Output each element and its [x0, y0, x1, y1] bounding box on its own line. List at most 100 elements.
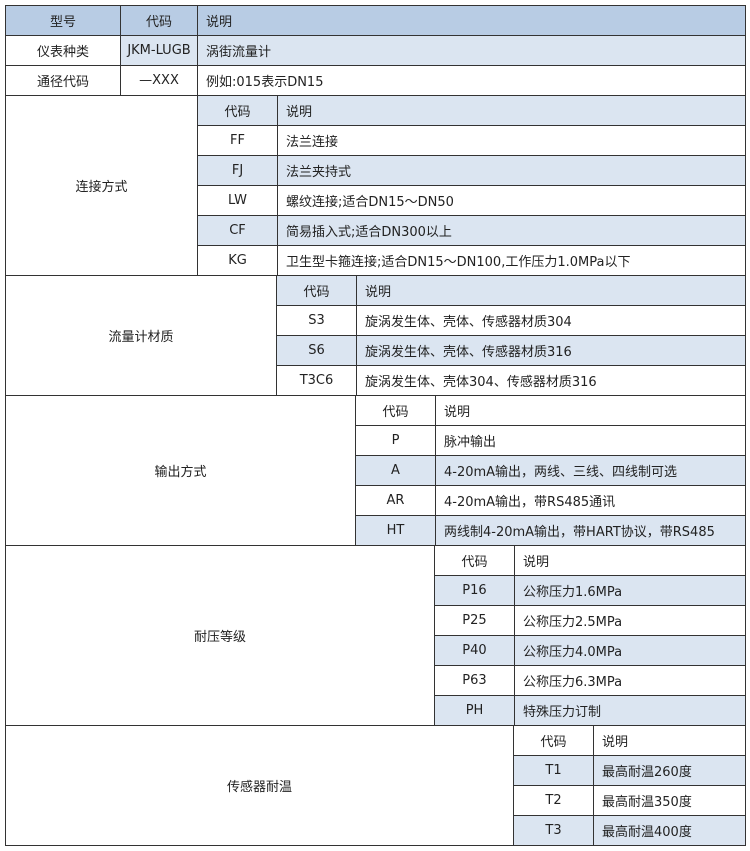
- option-code: T2: [513, 785, 594, 816]
- option-desc-text: 最高耐温350度: [602, 795, 692, 810]
- option-code-text: FF: [230, 133, 245, 148]
- option-code: S6: [276, 335, 357, 366]
- option-desc: 最高耐温350度: [593, 785, 746, 816]
- option-code-text: T1: [545, 763, 562, 778]
- option-desc-text: 公称压力1.6MPa: [523, 585, 623, 600]
- row-code-text: JKM-LUGB: [127, 43, 191, 58]
- option-desc: 公称压力2.5MPa: [514, 605, 746, 636]
- section-label: 耐压等级: [5, 545, 435, 726]
- option-desc: 螺纹连接;适合DN15～DN50: [277, 185, 746, 216]
- section-label: 传感器耐温: [5, 725, 514, 846]
- header-desc-text: 说明: [206, 15, 233, 30]
- row-desc-text: 例如:015表示DN15: [206, 75, 324, 90]
- option-desc: 旋涡发生体、壳体、传感器材质316: [356, 335, 746, 366]
- sub-header-desc: 说明: [593, 725, 746, 756]
- option-code-text: T2: [545, 793, 562, 808]
- sub-header-desc-text: 说明: [602, 735, 629, 750]
- option-code-text: P: [391, 433, 400, 448]
- option-code: P63: [434, 665, 515, 696]
- sub-header-desc-text: 说明: [523, 555, 550, 570]
- option-desc-text: 卫生型卡箍连接;适合DN15～DN100,工作压力1.0MPa以下: [286, 255, 631, 270]
- section-label-text: 流量计材质: [108, 330, 174, 345]
- sub-header-code: 代码: [276, 275, 357, 306]
- sub-header-code-text: 代码: [540, 735, 567, 750]
- option-code: FF: [197, 125, 278, 156]
- option-code-text: P16: [462, 583, 487, 598]
- option-desc-text: 4-20mA输出，两线、三线、四线制可选: [444, 465, 678, 480]
- sub-header-code-text: 代码: [461, 555, 488, 570]
- option-desc-text: 公称压力6.3MPa: [523, 675, 623, 690]
- option-desc-text: 特殊压力订制: [523, 705, 602, 720]
- option-desc: 公称压力6.3MPa: [514, 665, 746, 696]
- option-desc-text: 法兰夹持式: [286, 165, 352, 180]
- option-code: P16: [434, 575, 515, 606]
- option-code-text: S6: [308, 343, 325, 358]
- sub-header-desc: 说明: [356, 275, 746, 306]
- row-code-text: —XXX: [139, 73, 179, 88]
- option-desc: 旋涡发生体、壳体304、传感器材质316: [356, 365, 746, 396]
- option-desc: 法兰夹持式: [277, 155, 746, 186]
- option-desc-text: 法兰连接: [286, 135, 339, 150]
- option-code: P25: [434, 605, 515, 636]
- section-label-text: 耐压等级: [193, 630, 246, 645]
- option-desc-text: 公称压力4.0MPa: [523, 645, 623, 660]
- option-desc-text: 旋涡发生体、壳体、传感器材质304: [365, 315, 572, 330]
- header-model-text: 型号: [49, 15, 76, 30]
- option-code-text: S3: [308, 313, 325, 328]
- option-desc-text: 简易插入式;适合DN300以上: [286, 225, 452, 240]
- row-name-text: 通径代码: [36, 75, 89, 90]
- option-desc-text: 螺纹连接;适合DN15～DN50: [286, 195, 454, 210]
- option-desc: 最高耐温400度: [593, 815, 746, 846]
- section-label: 连接方式: [5, 95, 198, 276]
- option-code: FJ: [197, 155, 278, 186]
- option-code-text: P63: [462, 673, 487, 688]
- option-desc: 两线制4-20mA输出，带HART协议，带RS485: [435, 515, 746, 546]
- sub-header-code: 代码: [513, 725, 594, 756]
- option-desc-text: 4-20mA输出，带RS485通讯: [444, 495, 616, 510]
- row-desc: 涡街流量计: [197, 35, 746, 66]
- option-desc: 公称压力1.6MPa: [514, 575, 746, 606]
- option-desc: 卫生型卡箍连接;适合DN15～DN100,工作压力1.0MPa以下: [277, 245, 746, 276]
- sub-header-desc-text: 说明: [286, 105, 313, 120]
- option-code-text: KG: [228, 253, 247, 268]
- option-code: S3: [276, 305, 357, 336]
- option-desc-text: 旋涡发生体、壳体、传感器材质316: [365, 345, 572, 360]
- sub-header-code-text: 代码: [224, 105, 251, 120]
- option-code: T3C6: [276, 365, 357, 396]
- section-label-text: 传感器耐温: [226, 780, 292, 795]
- option-code-text: P25: [462, 613, 487, 628]
- option-code-text: FJ: [231, 163, 244, 178]
- option-desc: 脉冲输出: [435, 425, 746, 456]
- row-name: 仪表种类: [5, 35, 121, 66]
- row-name-text: 仪表种类: [36, 45, 89, 60]
- row-code: —XXX: [120, 65, 198, 96]
- option-code-text: LW: [228, 193, 247, 208]
- option-desc-text: 公称压力2.5MPa: [523, 615, 623, 630]
- row-name: 通径代码: [5, 65, 121, 96]
- sub-header-code: 代码: [355, 395, 436, 426]
- option-desc: 最高耐温260度: [593, 755, 746, 786]
- option-code-text: P40: [462, 643, 487, 658]
- header-model: 型号: [5, 5, 121, 36]
- option-code: A: [355, 455, 436, 486]
- option-desc: 旋涡发生体、壳体、传感器材质304: [356, 305, 746, 336]
- row-desc: 例如:015表示DN15: [197, 65, 746, 96]
- option-code: T3: [513, 815, 594, 846]
- option-code: CF: [197, 215, 278, 246]
- option-desc: 4-20mA输出，两线、三线、四线制可选: [435, 455, 746, 486]
- sub-header-code-text: 代码: [382, 405, 409, 420]
- section-label-text: 输出方式: [154, 465, 207, 480]
- option-code-text: PH: [465, 703, 484, 718]
- header-code: 代码: [120, 5, 198, 36]
- option-desc: 法兰连接: [277, 125, 746, 156]
- option-desc-text: 最高耐温400度: [602, 825, 692, 840]
- option-code: HT: [355, 515, 436, 546]
- sub-header-desc: 说明: [277, 95, 746, 126]
- option-desc-text: 脉冲输出: [444, 435, 497, 450]
- option-code: P: [355, 425, 436, 456]
- option-code-text: AR: [386, 493, 405, 508]
- option-code: T1: [513, 755, 594, 786]
- option-desc-text: 最高耐温260度: [602, 765, 692, 780]
- sub-header-desc: 说明: [514, 545, 746, 576]
- row-code: JKM-LUGB: [120, 35, 198, 66]
